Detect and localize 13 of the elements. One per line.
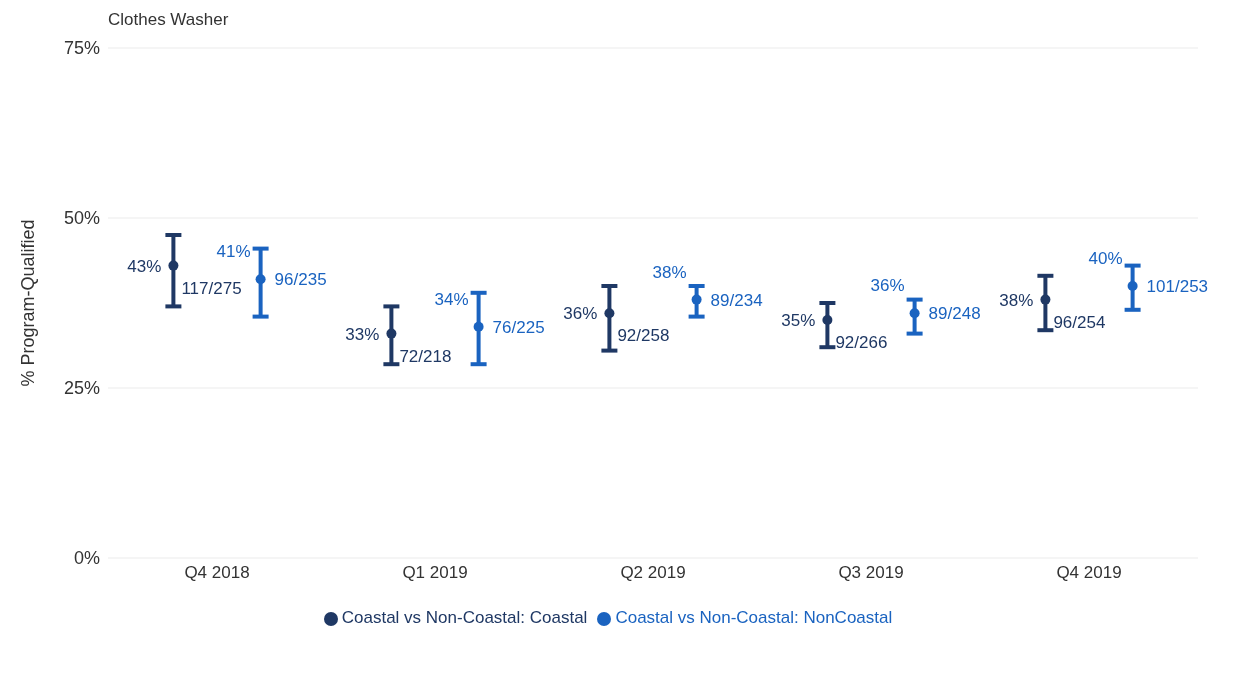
y-axis-title: % Program-Qualified [18, 219, 39, 387]
x-tick-label: Q1 2019 [402, 563, 468, 583]
legend-label: Coastal vs Non-Coastal: NonCoastal [615, 608, 893, 627]
x-tick-label: Q3 2019 [838, 563, 904, 583]
y-tick-label: 50% [63, 208, 100, 229]
x-tick-label: Q4 2019 [1056, 563, 1122, 583]
y-tick-label: 25% [63, 378, 100, 399]
x-tick-label: Q2 2019 [620, 563, 686, 583]
chart-title: Clothes Washer [108, 10, 229, 30]
y-tick-label: 75% [63, 38, 100, 59]
x-tick-label: Q4 2018 [184, 563, 250, 583]
y-tick-label: 0% [73, 548, 100, 569]
legend-label: Coastal vs Non-Coastal: Coastal [341, 608, 588, 627]
